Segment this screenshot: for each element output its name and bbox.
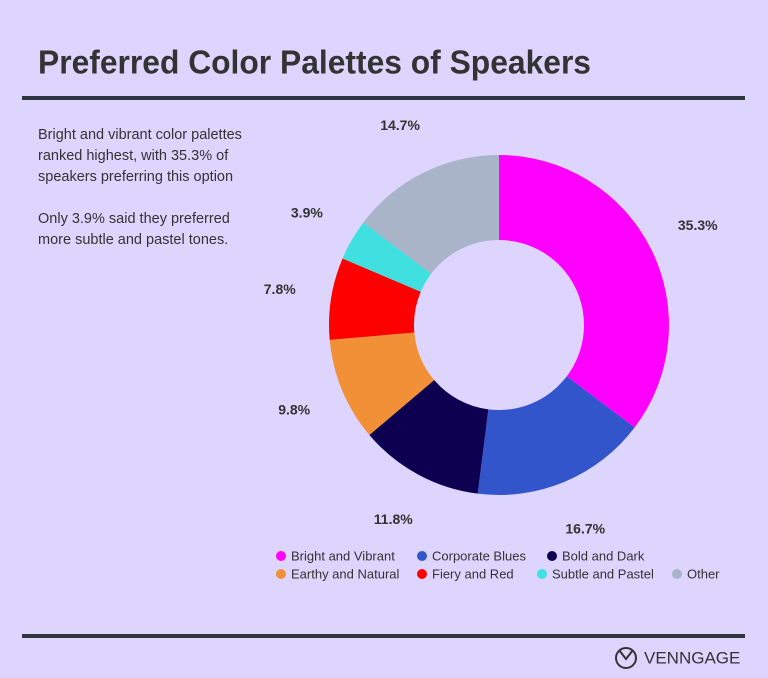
- slice: [499, 155, 669, 428]
- annotation: speakers preferring this option: [38, 169, 233, 185]
- slice: [329, 258, 421, 340]
- logo-text: VENNGAGE: [644, 648, 740, 667]
- legend-marker: [417, 569, 427, 579]
- annotation: ranked highest, with 35.3% of: [38, 148, 229, 164]
- legend-marker: [537, 569, 547, 579]
- footer-rule: [22, 634, 745, 638]
- data-label: 9.8%: [278, 401, 310, 417]
- annotation: Only 3.9% said they preferred: [38, 211, 230, 227]
- logo-icon: [615, 647, 637, 669]
- logo-icon-mark: [618, 649, 634, 661]
- annotation: Bright and vibrant color palettes: [38, 127, 242, 143]
- slice: [477, 376, 635, 495]
- slice: [342, 222, 432, 292]
- title-rule: [22, 96, 745, 100]
- legend-marker: [276, 551, 286, 561]
- data-label: 11.8%: [374, 511, 413, 527]
- data-label: 16.7%: [565, 520, 605, 536]
- legend-label: Fiery and Red: [432, 566, 514, 581]
- legend-label: Corporate Blues: [432, 548, 526, 563]
- annotation: more subtle and pastel tones.: [38, 232, 228, 248]
- data-label: 3.9%: [291, 205, 323, 221]
- slice: [369, 379, 489, 494]
- chart-title: Preferred Color Palettes of Speakers: [38, 44, 591, 81]
- legend-marker: [417, 551, 427, 561]
- data-label: 14.7%: [380, 117, 420, 133]
- legend-marker: [672, 569, 682, 579]
- legend-label: Subtle and Pastel: [552, 566, 654, 581]
- data-label: 35.3%: [678, 217, 718, 233]
- slice: [363, 155, 499, 274]
- legend-marker: [276, 569, 286, 579]
- legend-marker: [547, 551, 557, 561]
- legend-label: Earthy and Natural: [291, 566, 400, 581]
- data-label: 7.8%: [264, 281, 296, 297]
- logo: VENNGAGE: [615, 647, 740, 669]
- slice: [329, 332, 435, 435]
- legend-label: Bright and Vibrant: [291, 548, 395, 563]
- legend-label: Other: [687, 566, 720, 581]
- legend-label: Bold and Dark: [562, 548, 645, 563]
